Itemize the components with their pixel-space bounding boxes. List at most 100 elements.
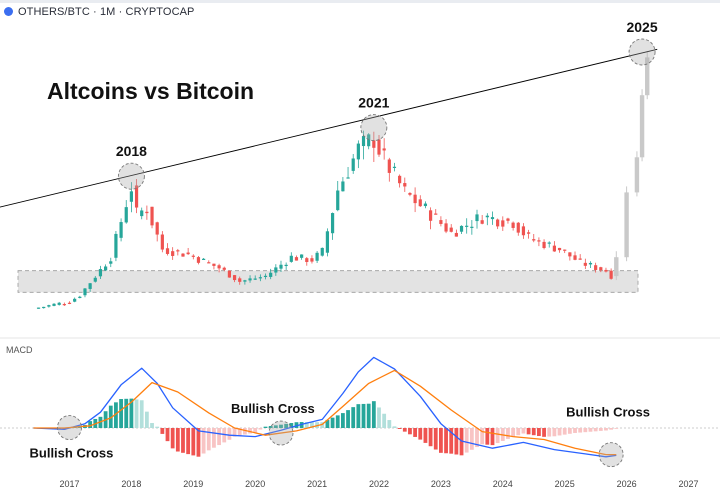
macd-histogram-bar [604, 428, 608, 431]
macd-histogram-bar [573, 428, 577, 433]
macd-histogram-bar [583, 428, 588, 433]
symbol-label[interactable]: OTHERS/BTC · 1M · CRYPTOCAP [18, 6, 195, 18]
macd-histogram-bar [144, 411, 149, 428]
macd-histogram-bar [222, 428, 227, 443]
candle-body [563, 249, 567, 251]
candle-body [526, 232, 531, 234]
axis-tick-label: 2025 [555, 479, 575, 489]
projection-candle [634, 157, 640, 193]
macd-histogram-bar [181, 428, 185, 453]
candle-body [413, 194, 417, 204]
macd-histogram-bar [537, 428, 541, 437]
candle-body [67, 302, 72, 304]
macd-histogram-bar [433, 428, 438, 450]
candle-body [480, 220, 484, 224]
candle-body [552, 245, 556, 252]
peak-markers: 2018 2021 2025 [116, 19, 658, 190]
macd-histogram-bar [248, 428, 252, 434]
macd-histogram-bar [464, 428, 469, 453]
macd-histogram-bar [335, 415, 340, 428]
axis-tick-label: 2018 [121, 479, 141, 489]
macd-histogram-bar [88, 421, 93, 428]
candle-body [367, 134, 371, 147]
macd-histogram-bar [413, 428, 418, 437]
axis-tick-label: 2024 [493, 479, 513, 489]
macd-histogram-bar [206, 428, 211, 451]
candle-body [423, 203, 428, 207]
candle-body [434, 213, 438, 215]
candle-body [52, 303, 56, 306]
candle-body [140, 210, 144, 217]
candle-body [588, 262, 593, 265]
chart-header: OTHERS/BTC · 1M · CRYPTOCAP [0, 0, 720, 22]
bullish-cross-label: Bullish Cross [231, 401, 315, 416]
candle-body [439, 220, 443, 224]
candle-body [346, 177, 350, 179]
candle-body [573, 255, 577, 260]
macd-histogram-bar [217, 428, 221, 446]
macd-histogram-bar [423, 428, 428, 443]
trendline-line [0, 48, 658, 208]
macd-histogram-bar [480, 428, 485, 445]
candle-body [583, 262, 587, 266]
macd-histogram-bar [320, 422, 325, 428]
macd-histogram-bar [227, 428, 232, 440]
macd-histogram-bar [511, 428, 516, 437]
macd-histogram-bar [268, 426, 273, 428]
macd-histogram-bar [542, 428, 546, 437]
cross-circle [57, 415, 82, 441]
candle-body [377, 139, 381, 155]
macd-histogram-bar [119, 399, 123, 428]
candle-body [578, 258, 582, 260]
macd-histogram-bar [397, 428, 402, 429]
candle-body [78, 296, 82, 298]
macd-histogram-bar [366, 403, 371, 428]
candle-body [372, 140, 376, 148]
candle-body [104, 266, 108, 271]
macd-histogram-bar [139, 400, 144, 428]
candle-body [155, 222, 159, 235]
macd-histogram-bar [402, 428, 407, 432]
axis-tick-label: 2020 [245, 479, 265, 489]
macd-histogram-bar [134, 399, 139, 428]
price-candles [36, 51, 650, 309]
macd-histogram-bar [196, 428, 201, 457]
candle-body [351, 158, 355, 171]
candle-body [300, 254, 304, 258]
macd-panel: Bullish Cross Bullish Cross Bullish Cross [0, 337, 720, 468]
macd-histogram-bar [186, 428, 191, 455]
candle-body [444, 223, 448, 232]
macd-histogram-bar [351, 407, 356, 428]
macd-histogram-bar [516, 428, 521, 436]
macd-histogram-bar [124, 398, 129, 428]
candle-body [449, 227, 453, 232]
candle-body [284, 264, 288, 267]
candle-body [418, 199, 422, 207]
candle-body [506, 218, 510, 221]
macd-histogram-bar [289, 423, 294, 428]
candle-body [403, 183, 407, 187]
candle-body [305, 258, 309, 263]
axis-tick-label: 2027 [678, 479, 698, 489]
projection-candle [624, 192, 629, 258]
macd-histogram-bar [175, 428, 180, 452]
macd-histogram-bar [593, 428, 598, 432]
candle-body [191, 255, 195, 257]
cross-circle [598, 442, 624, 468]
candle-body [98, 269, 103, 277]
top-border [0, 0, 720, 3]
candle-body [181, 253, 185, 257]
candle-body [145, 211, 149, 214]
candle-body [36, 307, 41, 309]
macd-histogram-bar [310, 422, 314, 428]
candle-body [594, 265, 598, 270]
candle-body [315, 252, 319, 261]
macd-histogram-bar [108, 405, 113, 428]
macd-histogram-bar [454, 428, 459, 455]
candle-body [232, 275, 237, 281]
candle-body [490, 217, 495, 220]
macd-histogram-bar [325, 419, 330, 428]
candle-body [274, 267, 278, 273]
candle-body [408, 192, 412, 195]
